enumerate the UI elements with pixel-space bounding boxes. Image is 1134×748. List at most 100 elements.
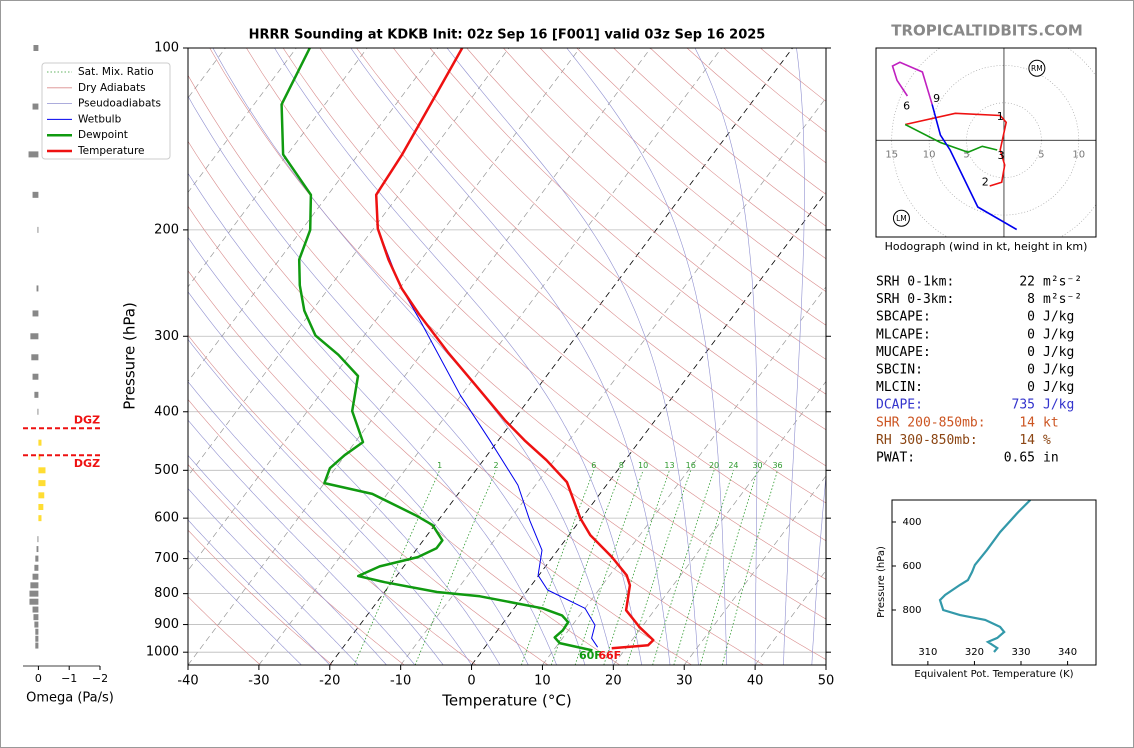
omega-bar: [29, 598, 39, 605]
omega-bar: [37, 408, 39, 415]
omega-bar: [32, 191, 39, 198]
mixing-ratio-line: [652, 470, 715, 665]
profile-line: [374, 48, 655, 650]
y-tick-label: 1000: [146, 645, 179, 660]
height-label: 2: [982, 175, 989, 188]
omega-bar: [31, 354, 39, 361]
hodo-frame: [875, 47, 1097, 238]
mixing-ratio-line: [550, 470, 622, 665]
isotherm: [542, 286, 826, 665]
stat-label: SBCIN:: [876, 363, 923, 378]
legend-label: Pseudoadiabats: [78, 98, 161, 110]
dry-adiabat: [466, 48, 826, 360]
omega-bar: [32, 373, 39, 380]
isotherm: [188, 48, 510, 477]
stat-label: SRH 0-1km:: [876, 275, 954, 290]
stat-unit: kt: [1043, 415, 1059, 430]
dry-adiabat: [188, 270, 621, 665]
mixing-ratio-line: [603, 470, 670, 665]
stat-unit: m²s⁻²: [1043, 292, 1082, 307]
stat-value: 14: [1019, 415, 1035, 430]
stat-label: SHR 200-850mb:: [876, 415, 986, 430]
omega-bar: [38, 515, 42, 522]
brand: TROPICALTIDBITS.COM: [891, 22, 1083, 40]
omega-bar: [38, 480, 46, 487]
stat-unit: J/kg: [1043, 310, 1074, 325]
y-tick-label: 400: [902, 517, 921, 528]
x-tick-label: 20: [605, 674, 622, 689]
hodograph-caption: Hodograph (wind in kt, height in km): [885, 240, 1088, 253]
omega-bar: [37, 226, 39, 233]
thetae-line: [938, 500, 1032, 653]
background-lines: [188, 48, 826, 665]
pseudoadiabat: [446, 48, 699, 665]
stat-label: SBCAPE:: [876, 310, 931, 325]
stat-label: RH 300-850mb:: [876, 433, 978, 448]
mixing-ratio-label: 10: [638, 461, 648, 470]
legend-box: [41, 62, 171, 160]
storm-motion-label: RM: [1031, 64, 1043, 73]
legend-label: Sat. Mix. Ratio: [78, 66, 154, 78]
omega-bar: [35, 555, 39, 562]
stat-unit: %: [1043, 433, 1051, 448]
dry-adiabat: [188, 399, 477, 665]
omega-bar: [35, 642, 39, 649]
pseudoadiabat: [188, 236, 529, 665]
hodo-tick-label: 5: [963, 149, 969, 160]
stat-label: DCAPE:: [876, 398, 923, 413]
pseudoadiabat: [188, 549, 302, 665]
stat-value: 0: [1027, 380, 1035, 395]
legend-label: Dewpoint: [78, 129, 128, 141]
y-tick-label: 600: [154, 511, 179, 526]
dry-adiabat: [188, 334, 549, 665]
stat-unit: in: [1043, 451, 1059, 466]
height-label: 6: [903, 100, 910, 113]
dry-adiabat: [429, 48, 826, 395]
omega-x-label: Omega (Pa/s): [26, 691, 114, 706]
thetae-y-label: Pressure (hPa): [876, 546, 887, 618]
thetae-x-label: Equivalent Pot. Temperature (K): [914, 669, 1073, 680]
dry-adiabat: [319, 48, 826, 504]
chart-title: HRRR Sounding at KDKB Init: 02z Sep 16 […: [249, 28, 766, 43]
hodo-trace: [905, 112, 1008, 187]
x-tick-label: 10: [534, 674, 551, 689]
isotherm: [400, 97, 826, 665]
stat-value: 0: [1027, 327, 1035, 342]
omega-bar: [30, 333, 39, 340]
dry-adiabat: [188, 596, 261, 665]
stat-unit: J/kg: [1043, 380, 1074, 395]
omega-bar: [30, 582, 39, 589]
y-tick-label: 300: [154, 329, 179, 344]
y-tick-label: 700: [154, 551, 179, 566]
omega-bar: [33, 45, 39, 51]
omega-bar: [32, 103, 39, 110]
mixing-ratio-label: 1: [437, 461, 442, 470]
omega-bar: [34, 564, 39, 571]
omega-bar: [33, 614, 39, 621]
pseudoadiabat: [188, 172, 557, 665]
thetae-frame: [891, 499, 1097, 666]
isotherm: [188, 48, 439, 383]
isotherm: [188, 48, 368, 288]
dgz-label: DGZ: [74, 457, 100, 470]
omega-bar: [36, 285, 39, 292]
x-tick-label: 340: [1058, 647, 1077, 658]
pseudoadiabat: [274, 48, 642, 665]
isotherm: [329, 48, 793, 665]
omega-bar: [35, 628, 39, 635]
mixing-ratio-line: [574, 470, 644, 665]
stat-label: MUCAPE:: [876, 345, 931, 360]
hodograph: 15 10 5 5 10 1 23 6 9 RM LM: [876, 48, 1096, 237]
omega-bar: [38, 467, 46, 474]
stat-unit: J/kg: [1043, 398, 1074, 413]
isotherm: [471, 191, 826, 665]
dgz-label: DGZ: [74, 413, 100, 426]
stat-unit: J/kg: [1043, 327, 1074, 342]
y-tick-label: 400: [154, 404, 179, 419]
hodo-tick-label: 10: [923, 149, 936, 160]
pseudoadiabat: [811, 472, 826, 665]
omega-bar: [37, 536, 39, 543]
stat-value: 0: [1027, 310, 1035, 325]
omega-bar: [32, 310, 39, 317]
